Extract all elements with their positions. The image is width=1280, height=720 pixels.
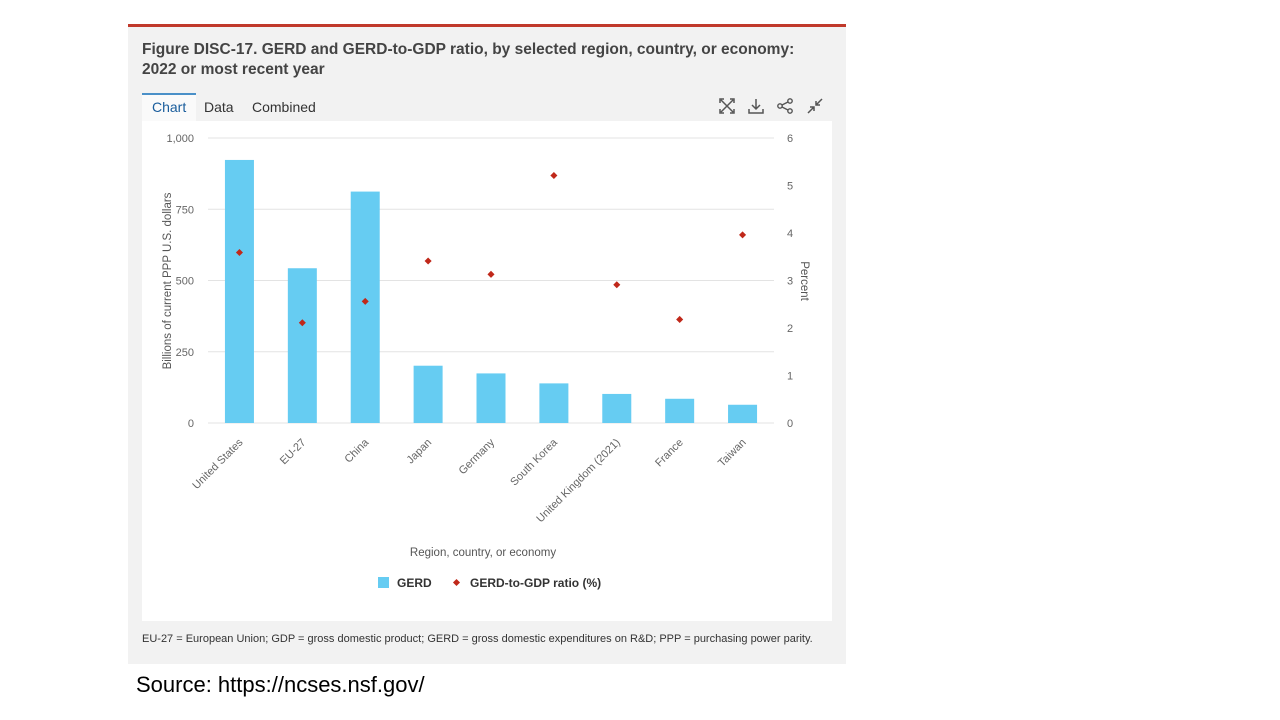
share-icon[interactable] <box>776 97 794 115</box>
legend-gerd-label[interactable]: GERD <box>397 576 432 590</box>
marker-gerd-gdp-ratio[interactable] <box>487 270 495 278</box>
y-tick-label: 1,000 <box>166 133 194 145</box>
marker-gerd-gdp-ratio[interactable] <box>424 257 432 265</box>
tab-data[interactable]: Data <box>204 99 234 115</box>
bar-gerd[interactable] <box>665 398 695 423</box>
tab-chart[interactable]: Chart <box>142 93 197 121</box>
legend-ratio-label[interactable]: GERD-to-GDP ratio (%) <box>470 576 601 590</box>
marker-gerd-gdp-ratio[interactable] <box>676 315 684 323</box>
chart-toolbar <box>718 97 828 117</box>
footnote: EU-27 = European Union; GDP = gross dome… <box>142 633 813 645</box>
bar-gerd[interactable] <box>728 404 758 423</box>
y-tick-label: 0 <box>188 418 194 430</box>
bar-gerd[interactable] <box>224 159 254 423</box>
bar-gerd[interactable] <box>350 191 380 423</box>
y2-tick-label: 1 <box>787 371 793 383</box>
y-tick-label: 250 <box>176 347 194 359</box>
y-tick-label: 500 <box>176 276 194 288</box>
bar-gerd[interactable] <box>287 268 317 423</box>
marker-gerd-gdp-ratio[interactable] <box>361 297 369 305</box>
x-tick-label: United States <box>190 436 246 492</box>
chart-area: 0 250 500 750 1,000 0 1 2 3 4 5 6 United States EU-… <box>142 121 832 621</box>
y-axis-title: Billions of current PPP U.S. dollars <box>162 192 174 369</box>
chart-legend: GERD GERD-to-GDP ratio (%) <box>378 576 601 590</box>
legend-ratio-marker <box>452 578 461 587</box>
bar-gerd[interactable] <box>413 365 443 423</box>
y2-tick-label: 5 <box>787 181 793 193</box>
y2-tick-label: 3 <box>787 276 793 288</box>
x-tick-label: France <box>653 437 686 470</box>
marker-gerd-gdp-ratio[interactable] <box>298 319 306 327</box>
expand-icon[interactable] <box>718 97 736 115</box>
marker-gerd-gdp-ratio[interactable] <box>739 231 747 239</box>
marker-gerd-gdp-ratio[interactable] <box>235 248 243 257</box>
bar-gerd[interactable] <box>602 393 632 423</box>
legend-gerd-swatch <box>378 577 389 588</box>
source-citation: Source: https://ncses.nsf.gov/ <box>136 672 425 697</box>
bar-gerd[interactable] <box>539 383 569 423</box>
marker-gerd-gdp-ratio[interactable] <box>550 171 558 180</box>
y2-tick-label: 2 <box>787 323 793 335</box>
bar-gerd[interactable] <box>476 373 506 423</box>
figure-panel: Figure DISC-17. GERD and GERD-to-GDP rat… <box>128 24 846 664</box>
y2-axis-title: Percent <box>798 261 810 301</box>
y2-tick-label: 4 <box>787 228 793 240</box>
y-tick-label: 750 <box>176 204 194 216</box>
x-tick-label: EU-27 <box>278 437 309 468</box>
y2-tick-label: 6 <box>787 133 793 145</box>
x-tick-label: South Korea <box>508 436 560 488</box>
chart-svg: 0 250 500 750 1,000 0 1 2 3 4 5 6 United States EU-… <box>162 133 810 590</box>
collapse-icon[interactable] <box>806 97 824 115</box>
marker-gerd-gdp-ratio[interactable] <box>613 281 621 289</box>
x-tick-label: China <box>343 436 372 465</box>
x-tick-label: Japan <box>405 437 435 467</box>
y2-tick-label: 0 <box>787 418 793 430</box>
x-tick-label: Germany <box>457 436 498 477</box>
x-tick-label: Taiwan <box>716 437 749 470</box>
x-axis-title: Region, country, or economy <box>410 547 556 559</box>
download-icon[interactable] <box>747 97 765 115</box>
tab-combined[interactable]: Combined <box>252 99 316 115</box>
figure-title: Figure DISC-17. GERD and GERD-to-GDP rat… <box>142 41 795 78</box>
